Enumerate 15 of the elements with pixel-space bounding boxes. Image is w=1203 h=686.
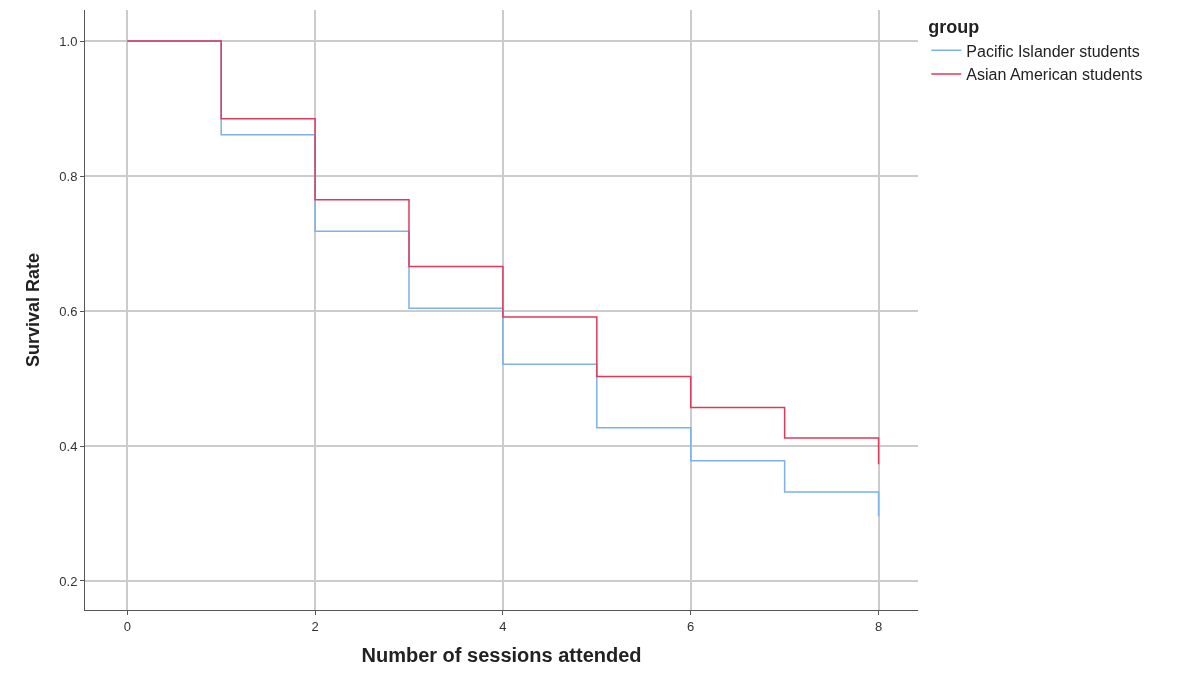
legend-label: Asian American students: [966, 66, 1143, 84]
y-tick-label: 0.6: [59, 303, 78, 319]
x-axis-title: Number of sessions attended: [361, 644, 642, 667]
legend-title: group: [928, 17, 980, 38]
y-tick-label: 1.0: [59, 33, 78, 49]
x-tick-label: 2: [311, 618, 319, 634]
x-tick-label: 0: [123, 618, 131, 634]
x-tick-label: 8: [874, 618, 883, 634]
y-tick-label: 0.4: [59, 438, 78, 454]
y-axis-title: Survival Rate: [22, 252, 43, 368]
x-tick-label: 4: [499, 618, 507, 634]
y-tick-label: 0.8: [59, 168, 78, 184]
legend-label: Pacific Islander students: [966, 42, 1140, 60]
x-tick-label: 6: [687, 618, 695, 634]
y-tick-label: 0.2: [59, 573, 78, 589]
